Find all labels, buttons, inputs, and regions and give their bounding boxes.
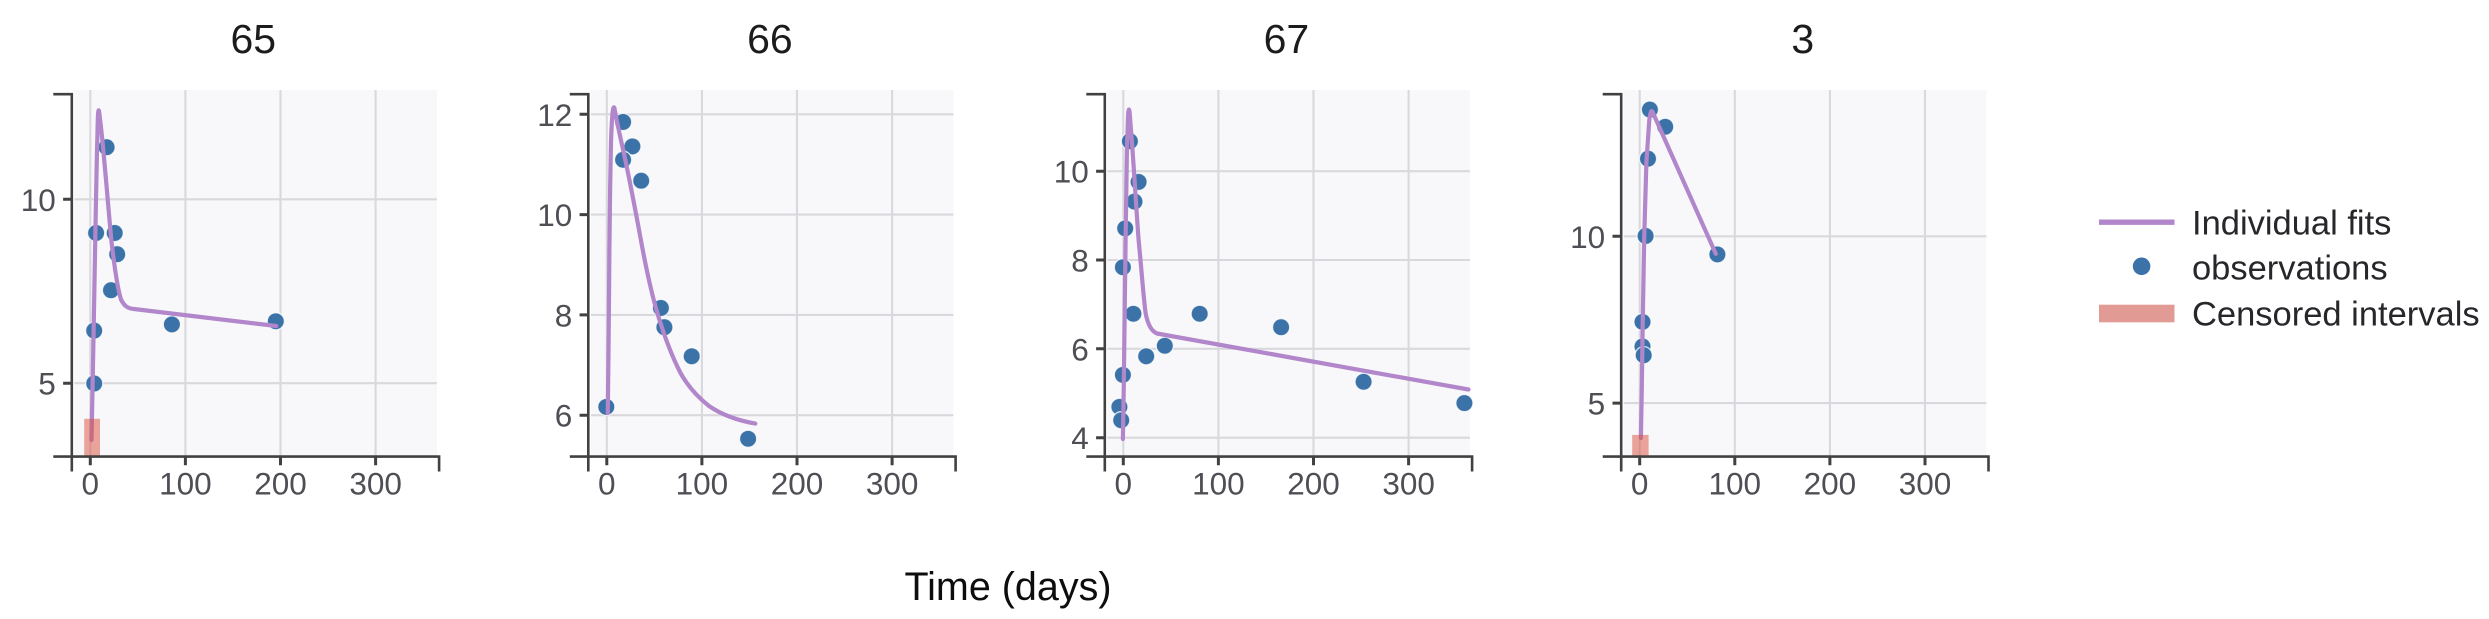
svg-text:5: 5 [1588,386,1606,422]
svg-text:66: 66 [747,16,793,62]
svg-text:100: 100 [676,466,729,502]
svg-text:200: 200 [1804,466,1857,502]
svg-text:300: 300 [1899,466,1952,502]
svg-text:6: 6 [1071,331,1089,367]
svg-text:0: 0 [1631,466,1649,502]
svg-text:Censored intervals: Censored intervals [2192,296,2480,334]
svg-text:65: 65 [230,16,276,62]
svg-text:0: 0 [1115,466,1133,502]
svg-text:200: 200 [1287,466,1340,502]
svg-text:10: 10 [1570,219,1605,255]
svg-text:100: 100 [1192,466,1245,502]
svg-text:300: 300 [349,466,402,502]
svg-text:100: 100 [159,466,212,502]
svg-text:6: 6 [555,398,573,434]
svg-text:67: 67 [1264,16,1310,62]
svg-text:0: 0 [598,466,616,502]
svg-text:10: 10 [537,197,572,233]
svg-text:4: 4 [1071,420,1089,456]
svg-text:10: 10 [1054,154,1089,190]
svg-text:10: 10 [21,182,56,218]
svg-text:8: 8 [555,297,573,333]
svg-text:300: 300 [1382,466,1435,502]
svg-text:5: 5 [38,366,56,402]
svg-text:Time (days): Time (days) [904,565,1111,609]
svg-text:0: 0 [82,466,100,502]
svg-text:200: 200 [771,466,824,502]
svg-text:200: 200 [254,466,307,502]
svg-text:observations: observations [2192,250,2388,288]
svg-text:12: 12 [537,97,572,133]
svg-text:300: 300 [866,466,919,502]
svg-text:3: 3 [1791,16,1814,62]
svg-text:Individual fits: Individual fits [2192,205,2391,243]
svg-text:8: 8 [1071,243,1089,279]
svg-text:100: 100 [1709,466,1762,502]
